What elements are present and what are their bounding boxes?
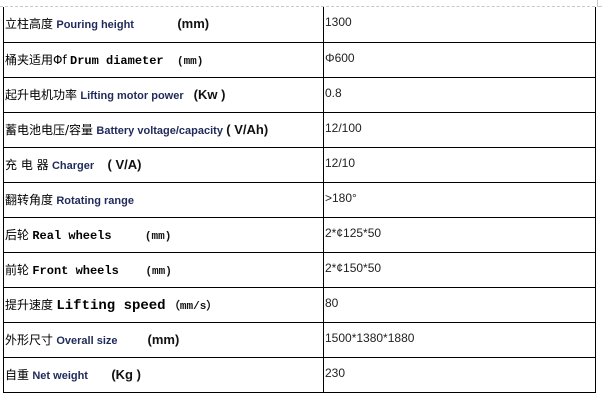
label-english: Pouring height <box>56 19 134 31</box>
table-row: 后轮 Real wheels (mm) 2*¢125*50 <box>3 217 596 253</box>
table-row: 立柱高度 Pouring height (mm) 1300 <box>3 7 596 43</box>
table-row: 桶夹适用Φf Drum diameter (mm) Φ600 <box>3 42 596 78</box>
label-unit: ( V/A) <box>107 157 142 172</box>
label-english: Net weight <box>32 370 88 382</box>
spec-value-cell: 1300 <box>323 7 596 43</box>
label-unit: (Kg ) <box>111 367 141 382</box>
spec-value: 12/100 <box>325 121 362 135</box>
table-row: 蓄电池电压/容量 Battery voltage/capacity ( V/Ah… <box>3 112 596 148</box>
spec-label-cell: 充 电 器 Charger ( V/A) <box>3 147 324 183</box>
label-unit: (mm) <box>147 332 180 347</box>
spec-value: 1500*1380*1880 <box>325 331 415 345</box>
spec-value-cell: 0.8 <box>323 77 596 113</box>
spec-value: 12/10 <box>325 156 356 170</box>
spec-label-cell: 立柱高度 Pouring height (mm) <box>3 7 324 43</box>
spec-value-cell: 12/100 <box>323 112 596 148</box>
spec-value: 230 <box>325 366 346 380</box>
label-chinese: 前轮 <box>5 263 30 277</box>
spec-value-cell: >180° <box>323 182 596 218</box>
spec-value-cell: Φ600 <box>323 42 596 78</box>
spec-label-cell: 提升速度 Lifting speed （mm/s） <box>3 287 324 323</box>
label-english: Front wheels <box>32 264 119 278</box>
label-chinese: 起升电机功率 <box>5 88 78 102</box>
spec-label-cell: 后轮 Real wheels (mm) <box>3 217 324 253</box>
label-chinese: 外形尺寸 <box>5 333 54 347</box>
label-unit: (mm) <box>177 16 210 31</box>
spec-value: 2*¢150*50 <box>325 261 382 275</box>
label-english: Drum diameter <box>70 54 164 68</box>
spec-value: 2*¢125*50 <box>325 226 382 240</box>
label-english: Lifting speed <box>56 298 166 314</box>
table-row: 提升速度 Lifting speed （mm/s） 80 <box>3 287 596 323</box>
label-chinese: 自重 <box>5 368 30 382</box>
table-row: 外形尺寸 Overall size (mm) 1500*1380*1880 <box>3 322 596 358</box>
table-row: 翻转角度 Rotating range >180° <box>3 182 596 218</box>
spec-value: 1300 <box>325 15 352 29</box>
label-unit: (Kw ) <box>193 87 226 102</box>
spec-label-cell: 前轮 Front wheels (mm) <box>3 252 324 288</box>
label-chinese: 翻转角度 <box>5 193 54 207</box>
spec-value: >180° <box>325 191 357 205</box>
spec-value-cell: 80 <box>323 287 596 323</box>
spec-value-cell: 12/10 <box>323 147 596 183</box>
label-unit: (mm) <box>144 231 172 243</box>
table-row: 自重 Net weight (Kg ) 230 <box>3 357 596 393</box>
spec-value: 80 <box>325 296 339 310</box>
table-row: 起升电机功率 Lifting motor power (Kw ) 0.8 <box>3 77 596 113</box>
spec-value-cell: 230 <box>323 357 596 393</box>
spec-value-cell: 2*¢150*50 <box>323 252 596 288</box>
label-chinese: 立柱高度 <box>5 17 54 31</box>
spec-label-cell: 蓄电池电压/容量 Battery voltage/capacity ( V/Ah… <box>3 112 324 148</box>
spec-value: 0.8 <box>325 86 342 100</box>
table-row: 前轮 Front wheels (mm) 2*¢150*50 <box>3 252 596 288</box>
label-unit: ( V/Ah) <box>226 122 269 137</box>
label-chinese: 桶夹适用Φf <box>5 53 67 67</box>
label-english: Battery voltage/capacity <box>96 125 223 137</box>
spec-label-cell: 翻转角度 Rotating range <box>3 182 324 218</box>
label-english: Charger <box>51 160 95 172</box>
label-chinese: 后轮 <box>5 228 30 242</box>
spec-value: Φ600 <box>325 51 355 65</box>
spec-label-cell: 桶夹适用Φf Drum diameter (mm) <box>3 42 324 78</box>
label-unit: (mm) <box>176 56 204 68</box>
label-unit: (mm) <box>145 266 172 278</box>
label-english: Overall size <box>56 335 118 347</box>
table-row: 充 电 器 Charger ( V/A) 12/10 <box>3 147 596 183</box>
spec-label-cell: 起升电机功率 Lifting motor power (Kw ) <box>3 77 324 113</box>
spec-value-cell: 2*¢125*50 <box>323 217 596 253</box>
label-chinese: 充 电 器 <box>5 158 49 172</box>
label-chinese: 蓄电池电压/容量 <box>5 123 94 137</box>
spec-label-cell: 自重 Net weight (Kg ) <box>3 357 324 393</box>
label-english: Rotating range <box>56 195 134 207</box>
spec-table: 立柱高度 Pouring height (mm) 1300 桶夹适用Φf Drum … <box>3 7 596 393</box>
label-unit: （mm/s） <box>168 301 218 313</box>
page-corner-mark <box>597 0 602 7</box>
spec-value-cell: 1500*1380*1880 <box>323 322 596 358</box>
label-chinese: 提升速度 <box>5 298 54 312</box>
label-english: Real wheels <box>32 229 112 243</box>
spec-label-cell: 外形尺寸 Overall size (mm) <box>3 322 324 358</box>
label-english: Lifting motor power <box>80 90 184 102</box>
page-boundary <box>0 6 600 7</box>
